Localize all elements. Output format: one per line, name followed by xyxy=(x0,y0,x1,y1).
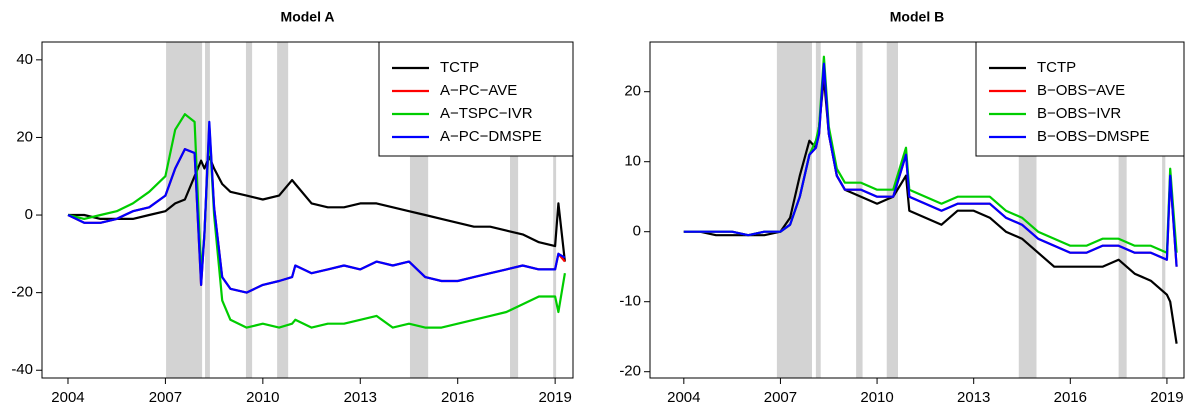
legend: TCTP B−OBS−AVE B−OBS−IVR B−OBS−DMSPE xyxy=(975,41,1185,157)
x-tick-label: 2016 xyxy=(1054,389,1087,406)
x-tick-label: 2016 xyxy=(441,389,474,406)
legend-label: A−TSPC−IVR xyxy=(440,105,533,122)
series-line xyxy=(683,76,1178,344)
shaded-region xyxy=(553,42,557,378)
shaded-region xyxy=(1162,42,1166,378)
plot-frame xyxy=(41,41,574,379)
legend-label: B−OBS−DMSPE xyxy=(1037,128,1150,145)
y-tick-label: -40 xyxy=(11,361,33,378)
panel: Model A -40 -20 0 20 40 2004 2007 2010 2013 2016 20… xyxy=(11,9,574,406)
x-tick-label: 2019 xyxy=(1150,389,1183,406)
y-tick-label: 40 xyxy=(16,51,33,68)
shaded-region xyxy=(1118,42,1127,378)
chart-title: Model B xyxy=(890,9,944,25)
y-tick-label: -20 xyxy=(619,363,641,380)
series-line xyxy=(67,120,566,294)
x-tick-label: 2004 xyxy=(51,389,84,406)
series-line xyxy=(683,62,1178,267)
legend-label: TCTP xyxy=(1037,59,1076,76)
x-tick-label: 2007 xyxy=(764,389,797,406)
legend-label: TCTP xyxy=(440,59,479,76)
shaded-region xyxy=(205,42,210,378)
shaded-region xyxy=(886,42,898,378)
shaded-region xyxy=(277,42,289,378)
panel: Model B -20 -10 0 10 20 2004 2007 2010 2013 2016 20… xyxy=(619,9,1185,406)
y-tick-label: 20 xyxy=(624,83,641,100)
legend-label: B−OBS−IVR xyxy=(1037,105,1121,122)
series-line xyxy=(68,155,566,262)
chart-title: Model A xyxy=(281,9,335,25)
x-tick-label: 2013 xyxy=(957,389,990,406)
legend-label: A−PC−AVE xyxy=(440,82,517,99)
x-tick-label: 2013 xyxy=(344,389,377,406)
series-group xyxy=(683,55,1178,344)
legend-label: A−PC−DMSPE xyxy=(440,128,542,145)
series-line xyxy=(67,113,566,329)
y-tick-label: -10 xyxy=(619,293,641,310)
shaded-region xyxy=(815,42,821,378)
y-tick-label: 10 xyxy=(624,153,641,170)
y-tick-label: -20 xyxy=(11,284,33,301)
shaded-region xyxy=(166,42,203,378)
y-tick-label: 0 xyxy=(633,223,641,240)
plot-frame xyxy=(649,41,1185,379)
x-tick-label: 2010 xyxy=(860,389,893,406)
legend-label: B−OBS−AVE xyxy=(1037,82,1125,99)
series-group xyxy=(67,113,566,329)
shaded-region xyxy=(509,42,519,378)
x-tick-label: 2010 xyxy=(246,389,279,406)
x-tick-label: 2004 xyxy=(667,389,700,406)
x-tick-label: 2007 xyxy=(149,389,182,406)
legend: TCTP A−PC−AVE A−TSPC−IVR A−PC−DMSPE xyxy=(378,41,574,157)
x-tick-label: 2019 xyxy=(538,389,571,406)
shaded-region xyxy=(856,42,863,378)
y-tick-label: 20 xyxy=(16,128,33,145)
shaded-region xyxy=(245,42,253,378)
y-tick-label: 0 xyxy=(25,206,33,223)
